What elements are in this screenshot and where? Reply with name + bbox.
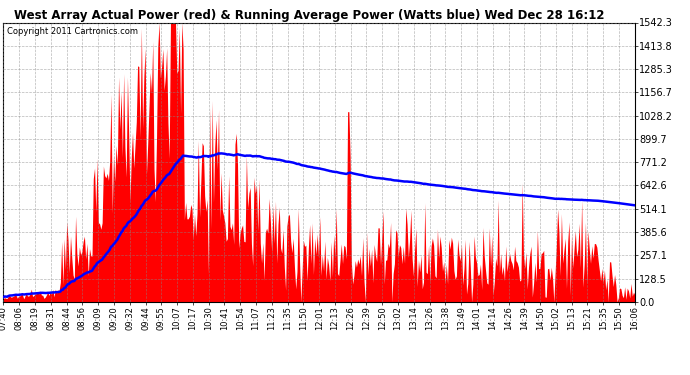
Text: Copyright 2011 Cartronics.com: Copyright 2011 Cartronics.com (7, 27, 137, 36)
Text: West Array Actual Power (red) & Running Average Power (Watts blue) Wed Dec 28 16: West Array Actual Power (red) & Running … (14, 9, 604, 22)
